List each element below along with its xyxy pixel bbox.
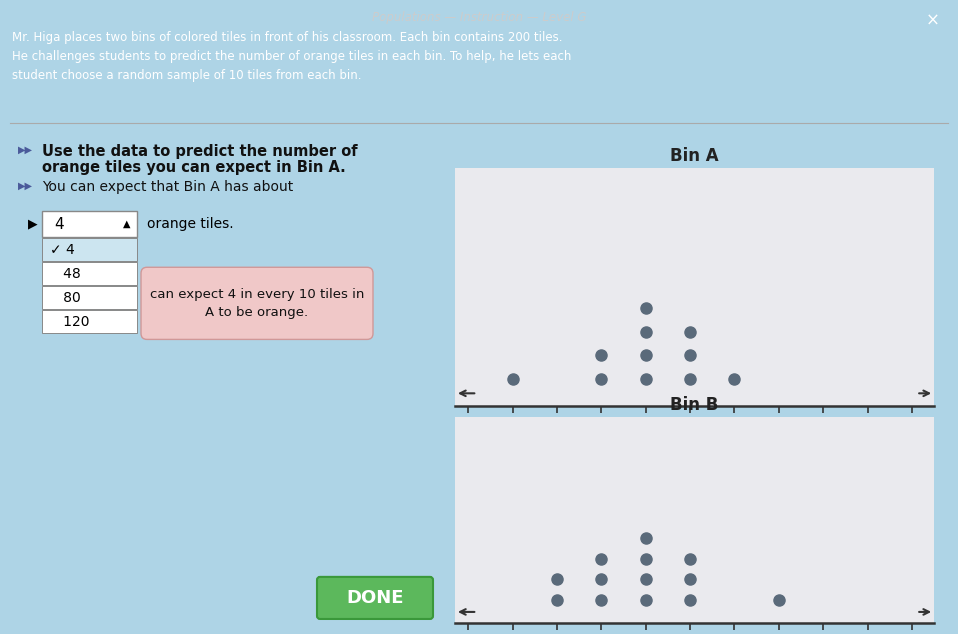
Text: can expect 4 in every 10 tiles in
A to be orange.: can expect 4 in every 10 tiles in A to b… [149,288,364,319]
Text: 4: 4 [54,217,63,231]
Text: ✓ 4: ✓ 4 [50,243,75,257]
FancyBboxPatch shape [42,238,137,261]
Text: You can expect that Bin A has about: You can expect that Bin A has about [42,180,293,194]
FancyBboxPatch shape [42,211,137,237]
FancyBboxPatch shape [317,577,433,619]
Title: Bin A: Bin A [671,147,718,165]
Text: ▶▶: ▶▶ [18,145,33,155]
X-axis label: Number of Orange Tiles in Each Sample: Number of Orange Tiles in Each Sample [569,437,820,450]
Text: 80: 80 [50,291,80,305]
FancyBboxPatch shape [42,287,137,309]
FancyBboxPatch shape [42,311,137,333]
Text: orange tiles.: orange tiles. [147,217,234,231]
Title: Bin B: Bin B [671,396,718,414]
Text: Use the data to predict the number of: Use the data to predict the number of [42,144,357,159]
Text: ▲: ▲ [124,219,130,230]
FancyBboxPatch shape [42,262,137,285]
Text: 48: 48 [50,267,80,281]
Text: orange tiles you can expect in Bin A.: orange tiles you can expect in Bin A. [42,160,346,175]
Text: Mr. Higa places two bins of colored tiles in front of his classroom. Each bin co: Mr. Higa places two bins of colored tile… [12,31,571,82]
Text: ▶: ▶ [28,217,37,231]
FancyBboxPatch shape [141,268,373,339]
Text: DONE: DONE [346,589,403,607]
Text: 120: 120 [50,315,89,329]
Text: ▶▶: ▶▶ [18,181,33,191]
Text: Populations — Instruction — Level G: Populations — Instruction — Level G [372,11,586,24]
Text: ×: × [926,11,940,29]
